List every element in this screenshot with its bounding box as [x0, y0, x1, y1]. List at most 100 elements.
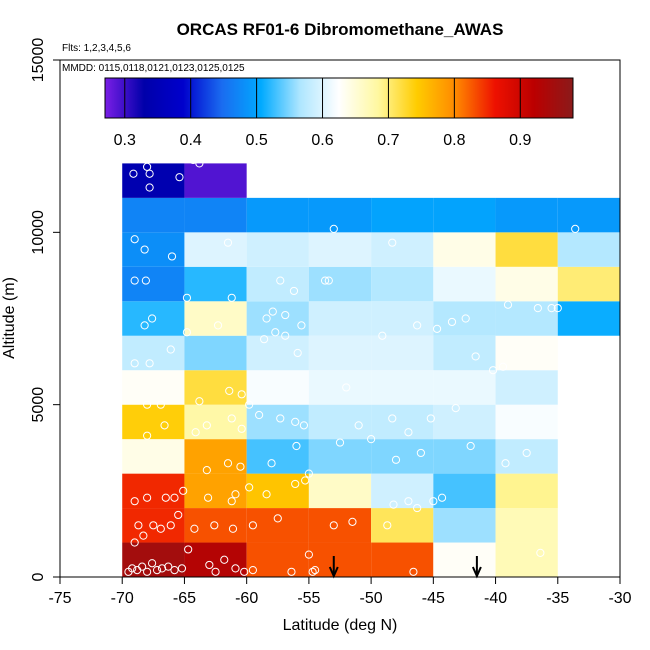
- data-point: [461, 314, 470, 323]
- data-point: [134, 521, 143, 530]
- data-point: [143, 400, 152, 409]
- x-tick-label: -65: [173, 590, 196, 607]
- heatmap-cell: [246, 473, 309, 509]
- data-point: [311, 566, 320, 575]
- data-point: [304, 550, 313, 559]
- data-point: [354, 421, 363, 430]
- data-point: [170, 566, 179, 575]
- data-point: [202, 466, 211, 475]
- heatmap-cell: [308, 266, 372, 302]
- heatmap-cell: [246, 266, 309, 302]
- data-point: [147, 314, 157, 323]
- data-point: [167, 252, 177, 261]
- x-tick-label: -60: [235, 590, 258, 607]
- data-point: [388, 414, 397, 423]
- data-point: [189, 155, 198, 165]
- heatmap-cell: [122, 370, 185, 405]
- data-point: [437, 493, 447, 502]
- dates-label: MMDD: 0115,0118,0121,0123,0125,0125: [62, 63, 245, 74]
- colorbar-tick-label: 0.6: [311, 132, 333, 149]
- heatmap-cell: [433, 508, 496, 543]
- heatmap-cell: [122, 163, 185, 198]
- data-point: [237, 390, 246, 399]
- data-point: [553, 304, 562, 313]
- heatmap-cell: [371, 266, 434, 302]
- data-point: [259, 335, 269, 344]
- x-tick-label: -30: [608, 590, 631, 607]
- heatmap-cell: [433, 335, 496, 371]
- heatmap-cell: [246, 301, 309, 336]
- heatmap-cell: [246, 508, 309, 543]
- x-tick-label: -35: [546, 590, 569, 607]
- x-axis-label: Latitude (deg N): [283, 617, 398, 634]
- data-point: [287, 567, 296, 576]
- data-point: [174, 510, 183, 520]
- data-point: [130, 235, 139, 244]
- data-point: [466, 441, 475, 451]
- heatmap-cell: [122, 439, 185, 474]
- data-point: [147, 559, 157, 568]
- heatmap-cell: [184, 197, 247, 233]
- data-point: [236, 462, 245, 471]
- data-point: [211, 567, 220, 576]
- heatmap-cell: [308, 301, 372, 336]
- data-point: [255, 410, 264, 420]
- data-point: [156, 400, 165, 409]
- data-point: [404, 497, 413, 506]
- heatmap-cell: [433, 232, 496, 267]
- data-point: [139, 531, 148, 540]
- heatmap-cell: [122, 232, 185, 267]
- heatmap-cell: [371, 232, 434, 267]
- data-point: [184, 545, 193, 554]
- data-point: [182, 293, 192, 302]
- data-point: [160, 421, 169, 430]
- heatmap-cell: [557, 266, 620, 302]
- data-point: [289, 286, 299, 296]
- data-point: [416, 448, 425, 458]
- heatmap-cell: [184, 542, 247, 577]
- data-point: [245, 483, 254, 492]
- data-point: [231, 564, 240, 573]
- data-point: [223, 459, 233, 468]
- data-point: [404, 428, 413, 437]
- heatmap-cell: [371, 473, 434, 509]
- data-point: [138, 562, 147, 571]
- arrow-head: [471, 566, 482, 579]
- data-point: [293, 348, 302, 358]
- heatmap-cell: [184, 335, 247, 371]
- colorbar-tick-label: 0.5: [245, 132, 267, 149]
- data-point: [378, 331, 387, 340]
- data-point: [304, 469, 313, 478]
- data-point: [503, 300, 513, 309]
- data-point: [488, 366, 498, 375]
- data-point: [413, 503, 422, 513]
- x-tick-label: -75: [48, 590, 71, 607]
- plot-frame: [59, 59, 621, 578]
- heatmap-cell: [246, 232, 309, 267]
- data-point: [225, 386, 234, 395]
- data-point: [128, 564, 137, 573]
- data-point: [262, 314, 271, 323]
- data-point: [195, 397, 204, 406]
- data-point: [471, 352, 480, 361]
- heatmap-cell: [557, 232, 620, 267]
- data-point: [130, 538, 139, 547]
- heatmap-cell: [184, 439, 247, 474]
- heatmap-cell: [495, 404, 558, 440]
- data-point: [141, 276, 150, 285]
- heatmap-cell: [184, 370, 247, 405]
- data-point: [152, 566, 162, 575]
- data-point: [335, 438, 345, 447]
- data-point: [432, 324, 442, 333]
- data-point: [140, 321, 149, 330]
- arrow-markers: [328, 556, 482, 579]
- heatmap-cell: [371, 197, 434, 233]
- data-point: [191, 428, 200, 437]
- x-tick-label: -45: [422, 590, 445, 607]
- colorbar: 0.3 0.4 0.5 0.6 0.7 0.8 0.9: [104, 77, 574, 149]
- heatmap-cell: [246, 335, 309, 371]
- data-point: [161, 493, 170, 502]
- data-point: [182, 328, 192, 337]
- data-point: [276, 276, 285, 285]
- x-tick-label: -40: [484, 590, 507, 607]
